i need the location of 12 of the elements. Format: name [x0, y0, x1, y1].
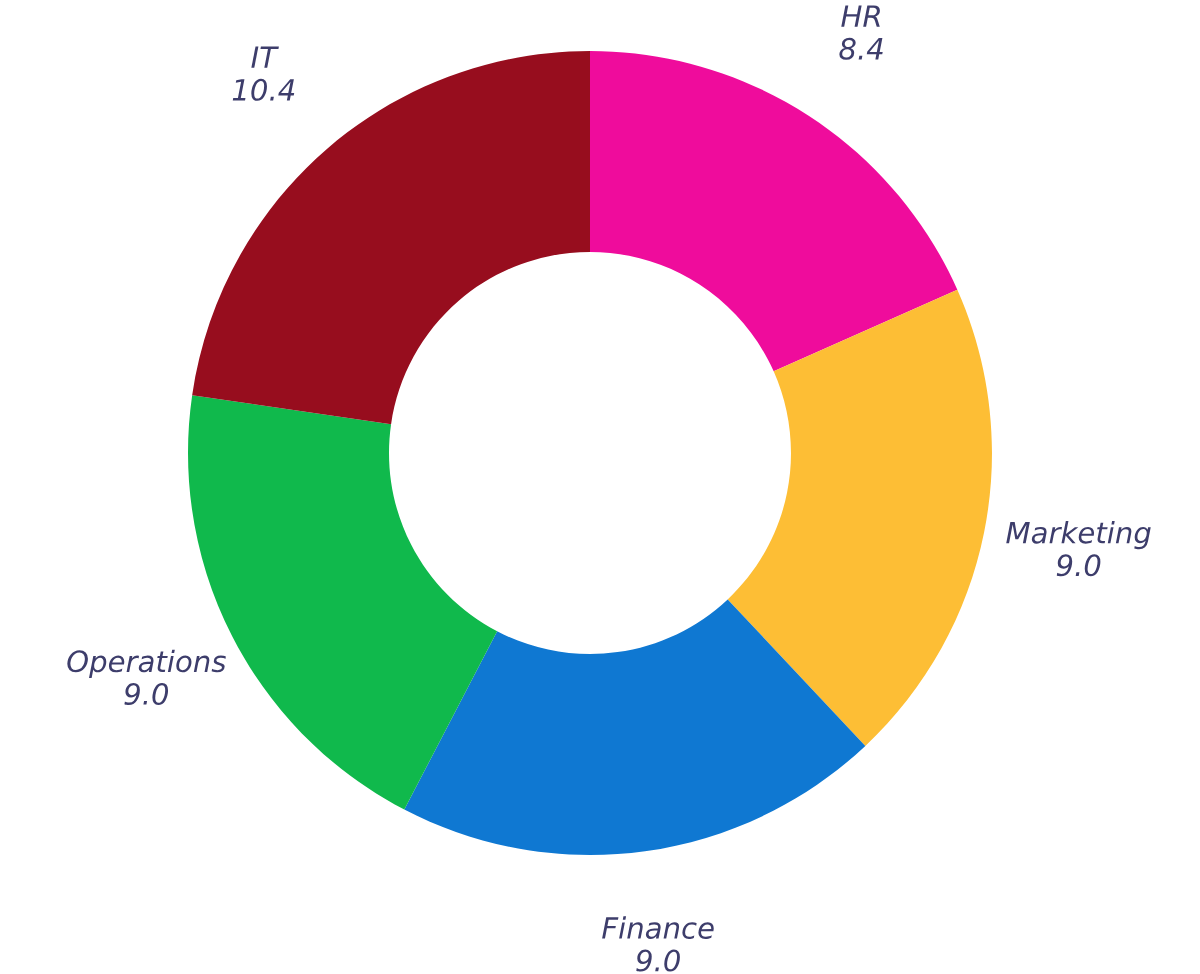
donut-slice [727, 289, 992, 746]
slice-label: IT [251, 46, 279, 68]
data-label: 9.0 [636, 949, 680, 972]
slice-label: Finance [602, 916, 714, 939]
slice-label: HR [841, 5, 880, 27]
donut-slice [404, 599, 866, 855]
slice-label: Marketing [1006, 521, 1151, 550]
slice-label: Operations [67, 649, 226, 678]
data-label: 9.0 [124, 682, 169, 706]
data-label: 10.4 [232, 78, 295, 101]
data-label: 9.0 [1056, 554, 1101, 577]
data-label: 8.4 [839, 37, 883, 60]
